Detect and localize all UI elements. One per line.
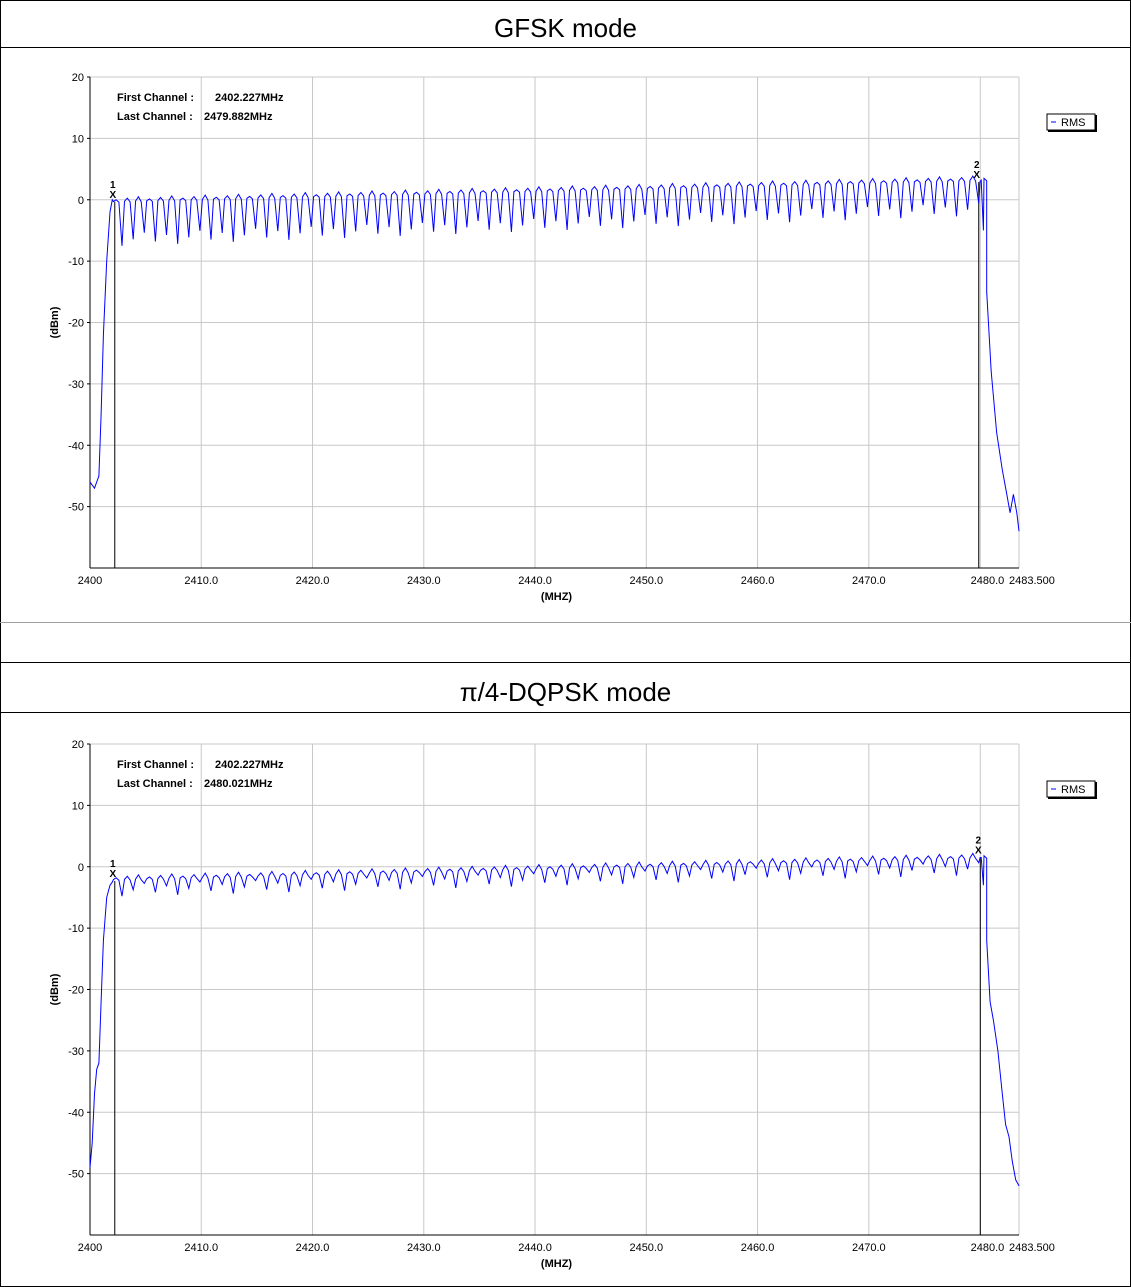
x-tick-label: 2470.0 <box>852 1242 886 1254</box>
marker-x: X <box>109 869 116 880</box>
y-tick-label: -20 <box>68 318 84 330</box>
x-tick-label: 2410.0 <box>184 575 218 587</box>
x-tick-label: 2400 <box>78 575 102 587</box>
y-tick-label: 0 <box>78 862 84 874</box>
x-tick-label: 2480.0 <box>971 575 1005 587</box>
x-tick-label: 2483.500 <box>1009 1242 1055 1254</box>
last-channel-label: Last Channel : <box>117 111 193 123</box>
y-tick-label: -40 <box>68 440 84 452</box>
x-axis-title: (MHZ) <box>541 591 572 603</box>
first-channel-label: First Channel : <box>117 92 194 104</box>
y-tick-label: -10 <box>68 923 84 935</box>
x-tick-label: 2460.0 <box>741 575 775 587</box>
legend-label: RMS <box>1061 117 1085 129</box>
x-tick-label: 2420.0 <box>296 575 330 587</box>
x-tick-label: 2450.0 <box>629 1242 663 1254</box>
x-tick-label: 2420.0 <box>296 1242 330 1254</box>
y-tick-label: -50 <box>68 502 84 514</box>
y-tick-label: -30 <box>68 379 84 391</box>
x-tick-label: 2440.0 <box>518 1242 552 1254</box>
chart-gfsk: 20 10 0 -10 -20 -30 -40 -50 2400 2410.0 2420.0 2430… <box>49 72 1097 603</box>
panel-title-dqpsk: π/4-DQPSK mode <box>459 677 672 707</box>
x-tick-label: 2480.0 <box>971 1242 1005 1254</box>
divider <box>0 47 1131 48</box>
y-tick-label: 10 <box>72 133 84 145</box>
x-tick-label: 2430.0 <box>407 1242 441 1254</box>
chart-bottom-rule <box>0 622 1131 623</box>
last-channel-value: 2480.021MHz <box>204 778 273 790</box>
y-axis-title: (dBm) <box>49 973 61 1005</box>
x-tick-label: 2440.0 <box>518 575 552 587</box>
first-channel-label: First Channel : <box>117 759 194 771</box>
y-tick-label: -40 <box>68 1107 84 1119</box>
marker-number: 1 <box>110 859 116 870</box>
trace-rms <box>89 175 1020 532</box>
y-tick-label: -30 <box>68 1046 84 1058</box>
x-tick-label: 2430.0 <box>407 575 441 587</box>
y-tick-label: -10 <box>68 256 84 268</box>
legend: RMS <box>1046 780 1097 799</box>
y-axis-title: (dBm) <box>49 306 61 338</box>
y-tick-label: 20 <box>72 72 84 84</box>
first-channel-value: 2402.227MHz <box>215 759 284 771</box>
panel-title-gfsk: GFSK mode <box>493 13 638 43</box>
divider <box>0 662 1131 663</box>
y-tick-label: 10 <box>72 800 84 812</box>
marker-x: X <box>975 846 982 857</box>
x-axis-title: (MHZ) <box>541 1258 572 1270</box>
x-tick-label: 2410.0 <box>184 1242 218 1254</box>
x-tick-label: 2400 <box>78 1242 102 1254</box>
x-tick-label: 2450.0 <box>629 575 663 587</box>
marker-x: X <box>109 190 116 201</box>
divider <box>0 712 1131 713</box>
legend-label: RMS <box>1061 784 1085 796</box>
x-tick-label: 2460.0 <box>741 1242 775 1254</box>
marker-number: 1 <box>110 180 116 191</box>
x-tick-label: 2470.0 <box>852 575 886 587</box>
legend: RMS <box>1046 113 1097 132</box>
marker-number: 2 <box>976 836 982 847</box>
x-tick-label: 2483.500 <box>1009 575 1055 587</box>
last-channel-label: Last Channel : <box>117 778 193 790</box>
trace-rms <box>89 852 1020 1187</box>
y-tick-label: -20 <box>68 985 84 997</box>
y-tick-label: 0 <box>78 195 84 207</box>
chart-dqpsk: 20 10 0 -10 -20 -30 -40 -50 2400 2410.0 2420.0 2430… <box>49 739 1097 1270</box>
y-tick-label: -50 <box>68 1169 84 1181</box>
first-channel-value: 2402.227MHz <box>215 92 284 104</box>
marker-x: X <box>973 170 980 181</box>
marker-number: 2 <box>974 160 980 171</box>
y-tick-label: 20 <box>72 739 84 751</box>
last-channel-value: 2479.882MHz <box>204 111 273 123</box>
